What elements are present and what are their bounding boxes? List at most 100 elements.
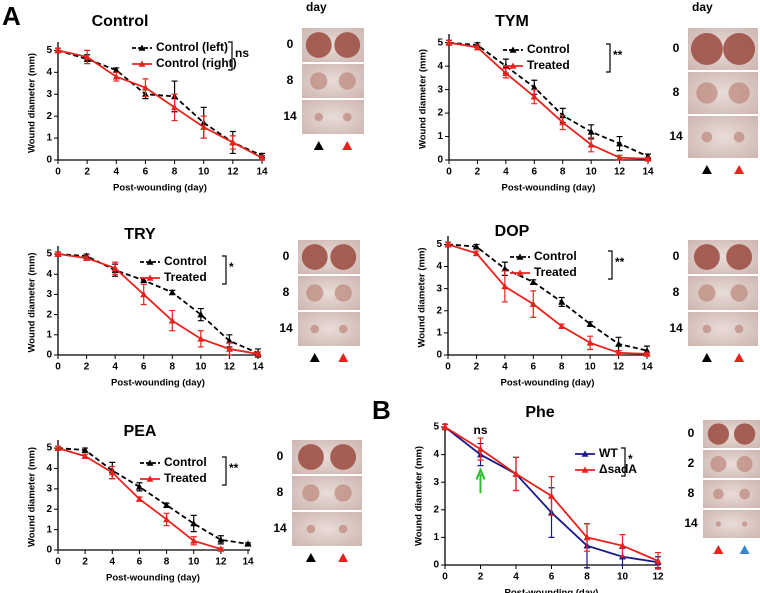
data-point bbox=[473, 43, 481, 51]
y-tick-label: 1 bbox=[46, 133, 52, 144]
data-point bbox=[529, 278, 537, 285]
annotation: ns bbox=[473, 423, 487, 437]
y-tick-label: 0 bbox=[46, 545, 52, 556]
photo-day-label: 8 bbox=[673, 85, 680, 99]
y-axis-title: Wound diameter (mm) bbox=[27, 447, 38, 547]
legend-label: ΔsadA bbox=[599, 462, 637, 476]
x-tick-label: 0 bbox=[446, 167, 452, 178]
x-tick-label: 2 bbox=[84, 362, 90, 373]
wound bbox=[306, 524, 316, 534]
x-tick-label: 8 bbox=[584, 572, 590, 583]
photo-day-label: 14 bbox=[279, 321, 293, 335]
wound bbox=[723, 33, 756, 65]
x-axis-title: Post-wounding (day) bbox=[113, 183, 207, 194]
x-tick-label: 6 bbox=[532, 167, 538, 178]
wound bbox=[713, 488, 724, 500]
y-tick-label: 0 bbox=[46, 350, 52, 361]
x-tick-label: 10 bbox=[198, 167, 210, 178]
photo-header: day bbox=[306, 0, 327, 14]
legend-marker bbox=[146, 258, 154, 265]
x-tick-label: 8 bbox=[170, 362, 176, 373]
x-tick-label: 4 bbox=[114, 167, 120, 178]
x-tick-label: 2 bbox=[474, 362, 480, 373]
x-tick-label: 14 bbox=[642, 167, 654, 178]
x-tick-label: 14 bbox=[242, 557, 254, 568]
data-point bbox=[112, 73, 120, 80]
wound bbox=[707, 423, 730, 445]
legend-label: Control (right) bbox=[156, 56, 237, 70]
x-tick-label: 4 bbox=[502, 362, 508, 373]
x-tick-label: 6 bbox=[137, 557, 143, 568]
data-point bbox=[197, 335, 205, 342]
y-tick-label: 4 bbox=[46, 67, 52, 78]
annotation-arrow bbox=[475, 467, 486, 494]
data-point bbox=[445, 39, 453, 46]
chart-title: TYM bbox=[495, 13, 529, 30]
wound-photo bbox=[703, 480, 760, 508]
x-tick-label: 2 bbox=[82, 557, 88, 568]
data-point bbox=[616, 154, 624, 161]
y-axis-title: Wound diameter (mm) bbox=[27, 53, 38, 153]
data-point bbox=[529, 300, 537, 307]
photo-marker bbox=[713, 545, 724, 554]
legend-marker bbox=[581, 466, 589, 473]
data-point bbox=[200, 123, 208, 130]
y-tick-label: 2 bbox=[46, 111, 52, 122]
wound bbox=[730, 284, 748, 302]
wound bbox=[715, 521, 722, 527]
photo-marker bbox=[734, 353, 745, 362]
wound bbox=[330, 444, 357, 470]
y-tick-label: 5 bbox=[436, 239, 442, 250]
y-tick-label: 5 bbox=[46, 443, 52, 454]
x-axis-title: Post-wounding (day) bbox=[502, 183, 596, 194]
wound-photo bbox=[298, 312, 360, 346]
significance-label: ns bbox=[235, 46, 249, 60]
data-point bbox=[108, 469, 116, 476]
wound-photo bbox=[302, 100, 364, 134]
y-tick-label: 3 bbox=[436, 283, 442, 294]
data-point bbox=[472, 243, 480, 250]
wound bbox=[330, 244, 357, 270]
photo-day-label: 0 bbox=[673, 249, 680, 263]
wound bbox=[736, 456, 753, 472]
series-line bbox=[57, 49, 263, 159]
y-tick-label: 4 bbox=[436, 261, 442, 272]
photo-marker bbox=[338, 553, 349, 562]
data-point bbox=[54, 46, 62, 54]
x-tick-label: 12 bbox=[613, 362, 625, 373]
photo-marker bbox=[739, 545, 750, 554]
data-point bbox=[244, 540, 252, 547]
x-tick-label: 10 bbox=[188, 557, 200, 568]
wound bbox=[690, 33, 723, 65]
wound bbox=[338, 324, 348, 334]
photo-day-label: 0 bbox=[287, 37, 294, 51]
data-point bbox=[616, 140, 624, 147]
legend-label: Control bbox=[164, 455, 207, 469]
data-point bbox=[643, 347, 651, 354]
y-tick-label: 4 bbox=[46, 463, 52, 474]
legend-marker bbox=[516, 269, 524, 276]
photo-day-label: 0 bbox=[277, 449, 284, 463]
wound bbox=[310, 324, 320, 334]
legend-label: Control bbox=[527, 42, 570, 56]
data-point bbox=[548, 492, 555, 499]
chart-title: PEA bbox=[124, 423, 157, 440]
legend-label: Treated bbox=[534, 265, 577, 279]
photo-day-label: 14 bbox=[669, 129, 683, 143]
data-point bbox=[501, 282, 509, 290]
data-point bbox=[587, 141, 595, 148]
legend-marker bbox=[146, 274, 154, 281]
y-tick-label: 4 bbox=[433, 449, 439, 460]
wound bbox=[739, 488, 750, 500]
x-tick-label: 10 bbox=[617, 572, 629, 583]
data-point bbox=[444, 240, 452, 248]
wound bbox=[342, 112, 352, 122]
x-tick-label: 8 bbox=[164, 557, 170, 568]
data-point bbox=[135, 483, 143, 490]
x-tick-label: 0 bbox=[55, 362, 61, 373]
x-tick-label: 14 bbox=[641, 362, 653, 373]
legend-label: Treated bbox=[164, 471, 207, 485]
data-point bbox=[141, 84, 149, 91]
wound bbox=[302, 484, 320, 502]
photo-day-label: 0 bbox=[673, 41, 680, 55]
